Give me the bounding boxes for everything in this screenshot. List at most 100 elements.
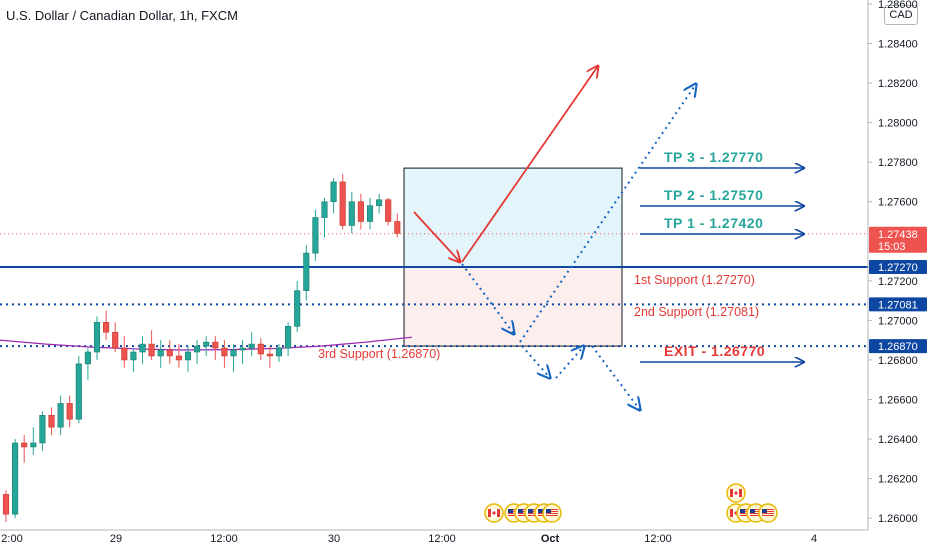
candle-body <box>121 347 128 361</box>
candle-body <box>266 353 273 357</box>
candle <box>303 245 310 301</box>
candle <box>357 193 364 230</box>
candle <box>239 340 246 364</box>
price-label-time: 15:03 <box>878 241 906 253</box>
candle-body <box>30 442 37 448</box>
candle-body <box>339 181 346 226</box>
candle-body <box>294 290 301 327</box>
candle <box>275 344 283 362</box>
candle-body <box>321 201 328 218</box>
candle <box>203 336 210 356</box>
tp1-label: TP 1 - 1.27420 <box>664 215 763 231</box>
candle-body <box>239 347 246 351</box>
candle-body <box>203 341 210 347</box>
candle-body <box>66 403 73 420</box>
candle <box>39 411 46 451</box>
red-arrow-up <box>461 66 598 263</box>
candle <box>348 191 355 234</box>
candle <box>57 395 64 436</box>
candle-body <box>366 205 374 222</box>
candle-body <box>330 181 337 203</box>
x-tick-label: 4 <box>811 533 817 545</box>
candles-layer <box>2 174 401 523</box>
candle-body <box>285 326 292 349</box>
candle-body <box>39 414 46 444</box>
red-arrow-down <box>413 211 460 262</box>
candle <box>394 213 401 238</box>
candle <box>266 346 273 368</box>
candle-body <box>75 363 82 420</box>
profit-zone-box <box>403 167 623 268</box>
candle <box>166 340 173 364</box>
candle <box>330 177 337 214</box>
candle <box>103 310 110 341</box>
candle-body <box>348 201 355 226</box>
first-support-label: 1st Support (1.27270) <box>634 273 755 287</box>
candle <box>312 209 319 262</box>
candle <box>66 395 73 428</box>
candle <box>175 344 182 368</box>
tp3-label: TP 3 - 1.27770 <box>664 149 763 165</box>
y-tick-label: 1.27800 <box>878 157 918 169</box>
candle-body <box>12 442 19 515</box>
x-tick-label: 12:00 <box>428 533 456 545</box>
candle <box>121 336 128 368</box>
candle-body <box>303 252 310 292</box>
candle <box>21 435 28 463</box>
second-support-label: 2nd Support (1.27081) <box>634 305 759 319</box>
x-tick-label: 12:00 <box>210 533 238 545</box>
candle-body <box>212 341 219 349</box>
x-tick-label: 30 <box>328 533 340 545</box>
candle-body <box>175 355 182 361</box>
us-flag-icon <box>542 503 562 523</box>
candle <box>75 355 82 424</box>
price-axis: 1.28600 1.28400 1.28200 1.28000 1.27800 1.276… <box>867 0 927 530</box>
price-label-text: 1.27270 <box>878 262 918 274</box>
y-tick-label: 1.27600 <box>878 197 918 209</box>
dotted-path-b <box>519 84 696 343</box>
y-tick-label: 1.27000 <box>878 315 918 327</box>
currency-badge[interactable]: CAD <box>884 5 918 25</box>
candle <box>221 340 228 368</box>
candle-body <box>257 343 264 355</box>
price-label-text: 1.27438 <box>878 229 918 241</box>
y-tick-label: 1.26000 <box>878 513 918 525</box>
candle-body <box>376 199 383 206</box>
time-axis: 2:00 29 12:00 30 12:00 Oct 12:00 4 <box>0 529 868 545</box>
candle <box>93 316 101 360</box>
y-tick-label: 1.26200 <box>878 474 918 486</box>
dotted-path-a <box>461 263 514 334</box>
y-tick-label: 1.28200 <box>878 78 918 90</box>
candle <box>257 338 264 360</box>
candle <box>212 336 219 360</box>
price-label-box <box>869 339 927 354</box>
candle <box>157 340 164 368</box>
candle <box>84 348 91 380</box>
x-tick-label: 12:00 <box>644 533 672 545</box>
candle-body <box>248 343 255 349</box>
candle-body <box>103 322 110 333</box>
candle <box>139 336 146 364</box>
us-flag-icon <box>758 503 778 523</box>
candle-body <box>394 221 401 234</box>
candle-body <box>357 201 364 222</box>
candle <box>184 346 192 372</box>
price-label-box <box>869 226 927 253</box>
candle-body <box>112 331 119 349</box>
candle-body <box>194 345 201 353</box>
event-markers <box>484 483 778 523</box>
candle <box>12 439 19 519</box>
dotted-path-e <box>591 345 640 410</box>
candle <box>194 340 201 364</box>
candle-body <box>21 442 28 448</box>
candle-body <box>184 351 192 361</box>
loss-zone-box <box>403 266 623 347</box>
candle-body <box>48 414 55 428</box>
candle-body <box>221 347 228 357</box>
projection-arrows <box>413 66 696 410</box>
candle-body <box>148 343 155 357</box>
annotations-layer: TP 3 - 1.27770 TP 2 - 1.27570 TP 1 - 1.274… <box>318 149 804 362</box>
third-support-label: 3rd Support (1.26870) <box>318 347 440 361</box>
